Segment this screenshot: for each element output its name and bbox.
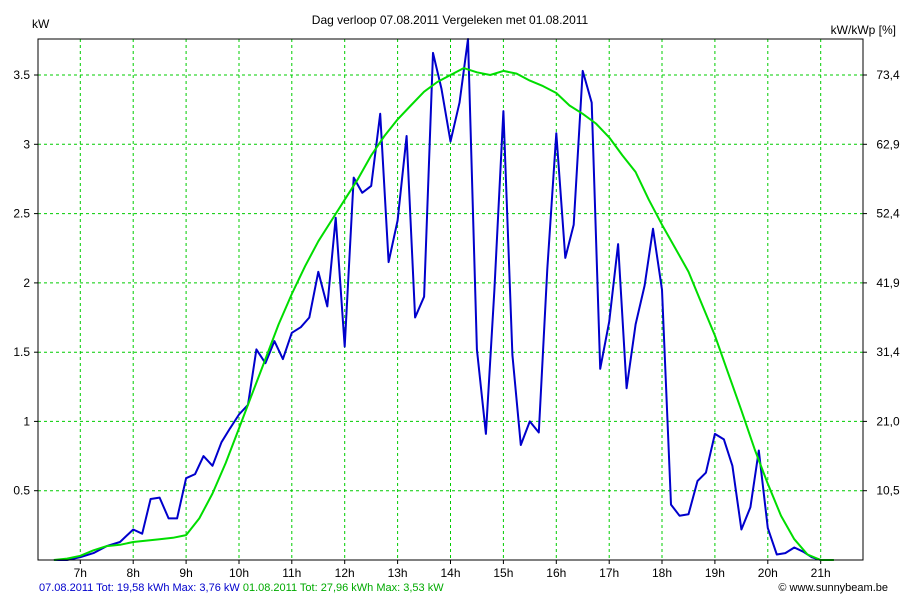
y-tick-label-left: 2.5 [13,207,30,221]
y-tick-label-left: 3.5 [13,68,30,82]
x-tick-label: 20h [758,566,778,580]
footer-series1-summary: 07.08.2011 Tot: 19,58 kWh Max: 3,76 kW [39,582,240,594]
chart-title: Dag verloop 07.08.2011 Vergeleken met 01… [312,13,589,27]
x-tick-label: 21h [811,566,831,580]
x-tick-label: 10h [229,566,249,580]
x-tick-label: 13h [388,566,408,580]
x-tick-label: 16h [546,566,566,580]
y-axis-ticks: 0.5 10,5 1 21,0 1.5 31,4 2 41,9 2.5 52,4 3 62,9 3.5 7… [13,68,900,498]
footer-series2-summary: 01.08.2011 Tot: 27,96 kWh Max: 3,53 kW [242,582,444,594]
series-line-01-08-2011 [53,67,834,561]
x-tick-label: 8h [127,566,140,580]
y-tick-label-left: 1.5 [13,345,30,359]
y-axis-label-right: kW/kWp [%] [831,23,896,37]
footer-summary: 07.08.2011 Tot: 19,58 kWh Max: 3,76 kW 0… [39,582,444,594]
y-tick-label-left: 0.5 [13,484,30,498]
x-tick-label: 11h [282,566,301,580]
y-tick-label-left: 3 [23,137,30,151]
y-tick-label-right: 31,4 [876,345,900,359]
y-tick-label-left: 1 [23,414,30,428]
x-tick-label: 15h [493,566,513,580]
series-line-07-08-2011 [53,38,830,561]
x-tick-label: 19h [705,566,725,580]
plot-area-frame [37,38,864,561]
footer-copyright: © www.sunnybeam.be [778,582,888,594]
x-axis-ticks: 7h 8h 9h 10h 11h 12h 13h 14h 15h 16h 17h 18h 19h 20h 2… [74,560,831,580]
x-tick-label: 14h [440,566,460,580]
y-tick-label-left: 2 [23,276,30,290]
x-tick-label: 17h [599,566,619,580]
series-layer [53,38,834,561]
x-tick-label: 9h [179,566,192,580]
y-tick-label-right: 21,0 [876,414,900,428]
x-tick-label: 12h [335,566,355,580]
y-tick-label-right: 62,9 [876,137,900,151]
y-tick-label-right: 52,4 [876,207,900,221]
y-axis-label-left: kW [32,17,50,31]
x-tick-label: 18h [652,566,672,580]
y-tick-label-right: 41,9 [876,276,900,290]
x-tick-label: 7h [74,566,87,580]
y-tick-label-right: 10,5 [876,484,900,498]
y-tick-label-right: 73,4 [876,68,900,82]
gridlines [38,39,863,560]
